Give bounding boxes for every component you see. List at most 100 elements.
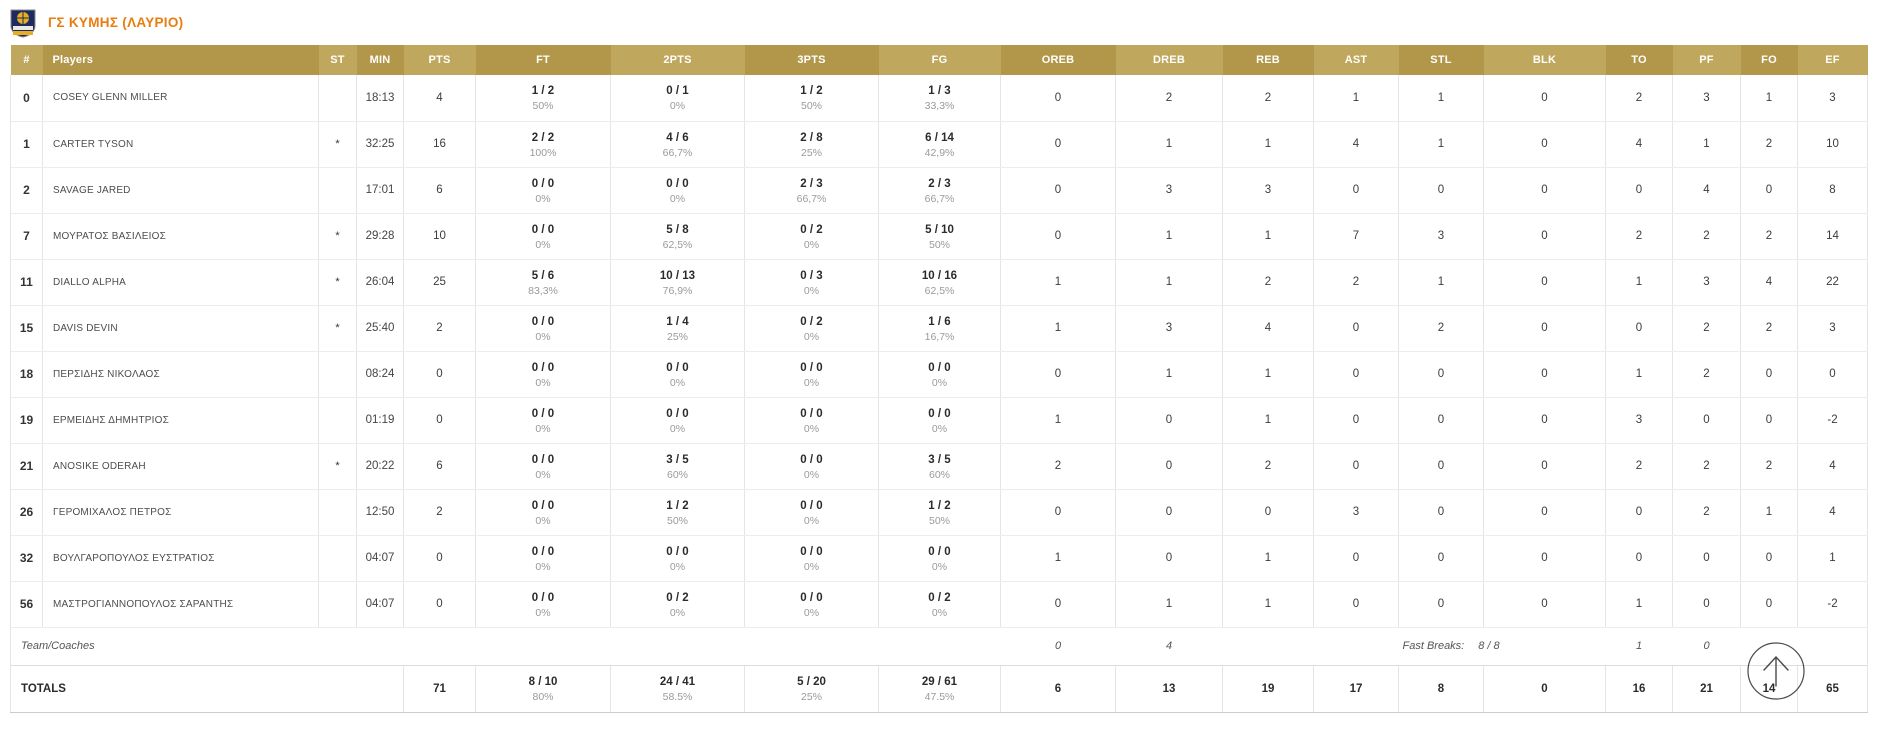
stl: 1 <box>1398 259 1484 306</box>
oreb: 1 <box>1000 259 1116 306</box>
2pts-made-att: 0 / 0 <box>666 177 689 190</box>
ef: 0 <box>1797 351 1868 398</box>
3pts-made-att: 2 / 8 <box>800 131 823 144</box>
2pts-pct: 0% <box>669 422 686 435</box>
3pts-cell: 2 / 3 66,7% <box>744 167 879 214</box>
ft-pct: 0% <box>535 330 551 343</box>
player-name: CARTER TYSON <box>42 121 319 168</box>
fo: 2 <box>1740 121 1798 168</box>
player-number: 2 <box>10 167 43 214</box>
3pts-pct: 25% <box>800 146 822 159</box>
ast: 0 <box>1313 351 1399 398</box>
ft-made-att: 0 / 0 <box>531 499 555 512</box>
reb: 4 <box>1222 305 1314 352</box>
oreb: 0 <box>1000 121 1116 168</box>
2pts-cell: 0 / 2 0% <box>610 581 745 628</box>
fg-cell: 1 / 6 16,7% <box>878 305 1001 352</box>
ft-pct: 100% <box>529 146 557 159</box>
2pts-pct: 50% <box>666 514 688 527</box>
ft-made-att: 0 / 0 <box>531 545 555 558</box>
2pts-cell: 1 / 2 50% <box>610 489 745 536</box>
points: 6 <box>403 443 476 490</box>
points: 2 <box>403 489 476 536</box>
2pts-made-att: 4 / 6 <box>666 131 689 144</box>
starter-flag <box>318 75 357 122</box>
3pts-made-att: 0 / 0 <box>800 591 823 604</box>
team-name-link[interactable]: ΓΣ ΚΥΜΗΣ (ΛΑΥΡΙΟ) <box>48 15 184 30</box>
fast-breaks-label: Fast Breaks: <box>1402 640 1465 652</box>
stl: 1 <box>1398 75 1484 122</box>
table-row: 32 ΒΟΥΛΓΑΡΟΠΟΥΛΟΣ ΕΥΣΤΡΑΤΙΟΣ 04:07 0 0 /… <box>10 535 1868 582</box>
points: 10 <box>403 213 476 260</box>
2pts-cell: 0 / 1 0% <box>610 75 745 122</box>
team-crest-graphic <box>10 9 36 38</box>
2pts-cell: 4 / 6 66,7% <box>610 121 745 168</box>
ast: 7 <box>1313 213 1399 260</box>
player-number: 7 <box>10 213 43 260</box>
starter-flag: * <box>318 121 357 168</box>
totals-fg-pct: 47.5% <box>924 691 955 703</box>
blk: 0 <box>1483 489 1606 536</box>
blk: 0 <box>1483 167 1606 214</box>
stl: 0 <box>1398 535 1484 582</box>
to: 0 <box>1605 305 1673 352</box>
points: 25 <box>403 259 476 306</box>
ef: 4 <box>1797 443 1868 490</box>
player-name: DIALLO ALPHA <box>42 259 319 306</box>
to: 0 <box>1605 535 1673 582</box>
to: 3 <box>1605 397 1673 444</box>
dreb: 2 <box>1115 75 1223 122</box>
scroll-to-top-button[interactable] <box>1746 641 1806 701</box>
ft-made-att: 0 / 0 <box>531 407 555 420</box>
pf: 2 <box>1672 351 1741 398</box>
ft-cell: 2 / 2 100% <box>475 121 611 168</box>
totals-row: TOTALS 71 8 / 10 80% 24 / 41 58.5% 5 / 2… <box>10 664 1868 713</box>
ft-cell: 0 / 0 0% <box>475 489 611 536</box>
ef: 1 <box>1797 535 1868 582</box>
table-row: 18 ΠΕΡΣΙΔΗΣ ΝΙΚΟΛΑΟΣ 08:24 0 0 / 0 0% 0 … <box>10 351 1868 398</box>
fg-made-att: 3 / 5 <box>928 453 951 466</box>
pf: 3 <box>1672 259 1741 306</box>
header-row: # Players ST MIN PTS FT 2PTS 3PTS FG ORE… <box>10 45 1868 75</box>
player-name: ΜΟΥΡΑΤΟΣ ΒΑΣΙΛΕΙΟΣ <box>42 213 319 260</box>
player-name: ANOSIKE ODERAH <box>42 443 319 490</box>
col-header-st: ST <box>318 45 357 75</box>
2pts-made-att: 0 / 1 <box>666 85 689 98</box>
fg-made-att: 5 / 10 <box>925 223 954 236</box>
player-number: 15 <box>10 305 43 352</box>
pf: 3 <box>1672 75 1741 122</box>
ft-cell: 0 / 0 0% <box>475 351 611 398</box>
fo: 1 <box>1740 489 1798 536</box>
3pts-pct: 0% <box>803 238 820 251</box>
table-row: 26 ΓΕΡΟΜΙΧΑΛΟΣ ΠΕΤΡΟΣ 12:50 2 0 / 0 0% 1… <box>10 489 1868 536</box>
ast: 0 <box>1313 305 1399 352</box>
team-ast-empty <box>1313 627 1399 665</box>
totals-3pts: 5 / 20 <box>797 676 826 688</box>
pf: 2 <box>1672 489 1741 536</box>
totals-pts: 71 <box>403 664 476 713</box>
col-header-ef: EF <box>1797 45 1868 75</box>
2pts-pct: 0% <box>669 376 686 389</box>
2pts-pct: 0% <box>669 560 686 573</box>
fo: 0 <box>1740 167 1798 214</box>
ft-pct: 0% <box>535 238 551 251</box>
fg-made-att: 1 / 3 <box>928 85 951 98</box>
ft-pct: 0% <box>535 192 551 205</box>
fg-made-att: 6 / 14 <box>925 131 954 144</box>
points: 4 <box>403 75 476 122</box>
fo: 4 <box>1740 259 1798 306</box>
player-name: ΒΟΥΛΓΑΡΟΠΟΥΛΟΣ ΕΥΣΤΡΑΤΙΟΣ <box>42 535 319 582</box>
minutes: 20:22 <box>356 443 404 490</box>
2pts-pct: 66,7% <box>662 146 693 159</box>
fo: 0 <box>1740 397 1798 444</box>
minutes: 32:25 <box>356 121 404 168</box>
points: 0 <box>403 351 476 398</box>
totals-fo: 14 <box>1740 664 1798 713</box>
points: 6 <box>403 167 476 214</box>
table-row: 7 ΜΟΥΡΑΤΟΣ ΒΑΣΙΛΕΙΟΣ * 29:28 10 0 / 0 0%… <box>10 213 1868 260</box>
fast-breaks-cell: Fast Breaks: 8 / 8 <box>1398 627 1606 665</box>
2pts-made-att: 0 / 2 <box>666 591 689 604</box>
fg-made-att: 10 / 16 <box>921 269 958 282</box>
player-name: DAVIS DEVIN <box>42 305 319 352</box>
minutes: 25:40 <box>356 305 404 352</box>
